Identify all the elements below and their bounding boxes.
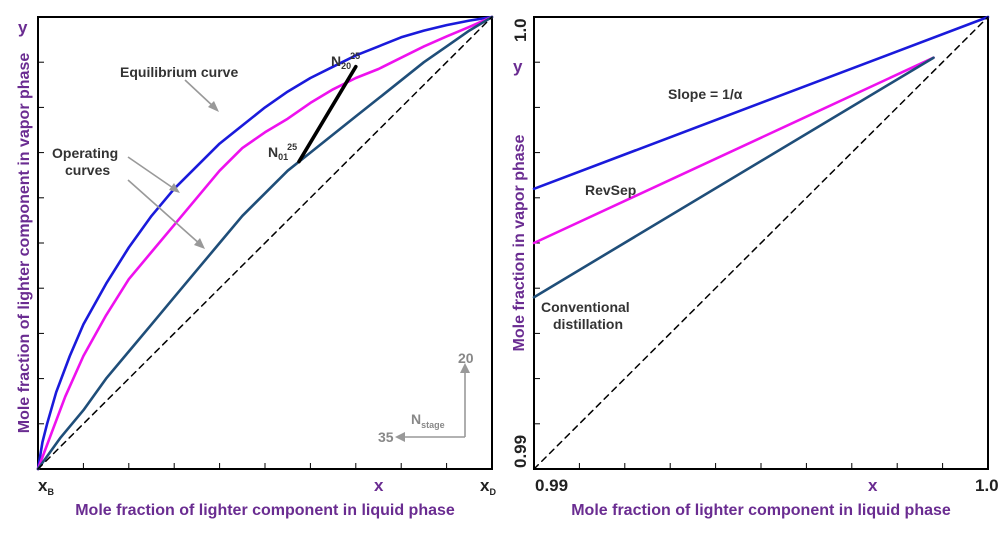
right-x-axis-title: Mole fraction of lighter component in li… — [571, 502, 951, 519]
left-x-symbol: x — [374, 476, 384, 495]
operating-label-line1: Operating — [52, 145, 118, 161]
conventional-label-line2: distillation — [553, 316, 623, 332]
operating-label-line2: curves — [65, 162, 110, 178]
left-x-ticks — [82, 463, 448, 469]
series-line-equilibrium-slope-1 — [532, 15, 990, 191]
revsep-label: RevSep — [585, 182, 636, 198]
arrowhead-icon — [194, 238, 205, 249]
series-line-conventional-distillation — [532, 56, 935, 299]
equilibrium-curve-label: Equilibrium curve — [120, 64, 238, 80]
series-line-revsep-operating-curve — [36, 15, 494, 471]
equilibrium-annotation-arrow — [184, 79, 216, 109]
right-y-symbol: y — [513, 57, 523, 76]
series-line-diagonal-y-x — [37, 16, 493, 470]
y-tick-1.0: 1.0 — [511, 18, 530, 42]
left-x-axis-title: Mole fraction of lighter component in li… — [75, 502, 455, 519]
arrow-left-icon — [395, 432, 405, 442]
right-y-axis-title: Mole fraction in vapor phase — [511, 134, 528, 351]
series-line-diagonal-y-x — [533, 16, 989, 470]
x-tick-xb: xB — [38, 476, 54, 497]
right-series-group — [532, 15, 990, 470]
series-line-revsep — [532, 56, 935, 245]
n20-label: N2025 — [331, 51, 360, 71]
x-tick-1.0: 1.0 — [975, 476, 999, 495]
left-y-symbol: y — [18, 18, 28, 37]
conventional-label-line1: Conventional — [541, 299, 630, 315]
left-y-ticks — [38, 61, 44, 425]
operating-arrow-revsep — [127, 156, 177, 191]
series-line-conventional-operating-curve — [36, 15, 494, 471]
left-series-group — [36, 15, 494, 471]
left-chart: Equilibrium curve Operating curves N0125… — [16, 15, 496, 519]
series-line-equilibrium-curve — [36, 15, 494, 471]
nstage-left-value: 35 — [378, 429, 394, 445]
right-chart: Slope = 1/α RevSep Conventional distilla… — [511, 15, 999, 519]
left-y-axis-title: Mole fraction of lighter component in va… — [16, 53, 33, 434]
y-tick-0.99: 0.99 — [511, 435, 530, 468]
x-tick-0.99: 0.99 — [535, 476, 568, 495]
n01-label: N0125 — [268, 142, 297, 162]
nstage-label: Nstage — [411, 411, 445, 430]
operating-arrow-conventional — [127, 179, 202, 246]
arrowhead-icon — [169, 183, 180, 193]
series-line-stage-segment — [297, 64, 358, 164]
right-x-ticks — [578, 463, 944, 469]
slope-label: Slope = 1/α — [668, 86, 743, 102]
x-tick-xd: xD — [480, 476, 496, 497]
right-x-symbol: x — [868, 476, 878, 495]
arrow-up-icon — [460, 363, 470, 373]
arrowhead-icon — [208, 101, 219, 112]
nstage-up-value: 20 — [458, 350, 474, 366]
